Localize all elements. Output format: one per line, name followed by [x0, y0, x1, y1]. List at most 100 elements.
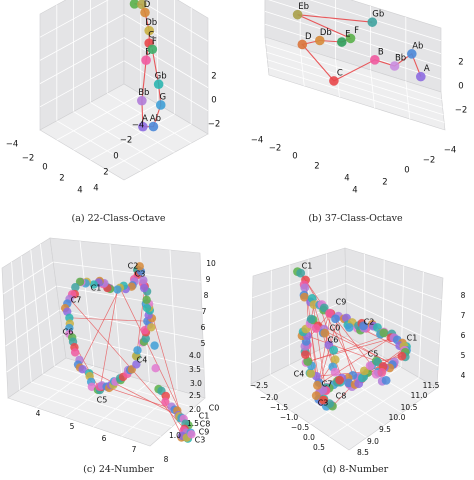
- panel-8-number: C1 C9 C0 C2 C1 C6 C5 C4 C7 C3 C8 −2.5 −2.0 −1.5 −1.0 −0…: [237, 228, 474, 480]
- tick-label: 0: [211, 96, 216, 106]
- tick-label: 5: [70, 422, 75, 431]
- tick-label: 4.0: [189, 351, 201, 360]
- data-point: [311, 391, 321, 401]
- tick-label: 10.0: [389, 413, 406, 422]
- data-point: [139, 283, 149, 293]
- point-label: C1: [199, 412, 210, 421]
- trajectory-line: [306, 333, 392, 363]
- grid-line: [6, 333, 64, 373]
- grid-line: [2, 261, 54, 295]
- data-point: [300, 283, 310, 293]
- tick-label: 8: [204, 291, 209, 300]
- tick-label: −2: [208, 120, 221, 130]
- tick-label: −4: [251, 136, 264, 146]
- grid-line: [269, 374, 367, 438]
- data-point-f: [345, 33, 356, 44]
- data-point: [151, 364, 160, 373]
- data-point: [70, 348, 80, 357]
- data-point: [311, 324, 321, 333]
- point-label: C0: [330, 324, 341, 333]
- tick-label: 2: [382, 178, 387, 188]
- point-label: Eb: [138, 0, 149, 2]
- data-point-b: [370, 55, 380, 65]
- tick-label: −1.5: [270, 403, 288, 412]
- grid-line: [251, 318, 347, 363]
- point-label: Db: [145, 18, 157, 28]
- tick-label: 2: [103, 168, 108, 178]
- data-point: [381, 375, 391, 385]
- data-point: [331, 314, 340, 324]
- data-point: [377, 368, 387, 377]
- grid-line: [289, 364, 385, 426]
- tick-label: −2: [120, 136, 133, 146]
- tick-label: −1.0: [280, 413, 298, 422]
- grid-line: [405, 80, 411, 120]
- point-label: C: [337, 68, 343, 78]
- data-point-gb: [367, 17, 378, 27]
- data-point: [75, 277, 85, 286]
- grid-line: [252, 282, 346, 320]
- data-point: [359, 321, 368, 331]
- floor-pane: [39, 83, 209, 181]
- point-label: Db: [320, 28, 332, 38]
- data-point-c: [329, 76, 339, 86]
- grid-line: [90, 102, 175, 153]
- data-point-b: [141, 55, 151, 65]
- plot-37-class-octave: Gb Eb FE Db D C B Bb Ab A −4 −2 0 2 44 2 0 −2 −4 2 0 −2: [251, 0, 467, 196]
- grid-line: [265, 44, 442, 100]
- grid-line: [169, 249, 178, 391]
- data-point: [89, 280, 99, 289]
- grid-line: [345, 282, 441, 323]
- point-label: C7: [322, 380, 333, 389]
- point-label: C9: [336, 298, 347, 307]
- grid-line: [268, 0, 442, 54]
- point-label: C5: [97, 396, 108, 405]
- grid-line: [138, 0, 209, 42]
- floor-pane: [7, 357, 206, 447]
- grid-line: [56, 93, 141, 141]
- grid-line: [4, 285, 57, 321]
- data-point: [147, 323, 156, 332]
- tick-label: 0: [292, 152, 297, 162]
- tick-label: 0.0: [303, 433, 315, 442]
- tick-label: 9.0: [367, 437, 379, 446]
- data-point: [65, 323, 74, 333]
- point-label: F: [152, 37, 157, 47]
- trajectory-line: [69, 317, 148, 322]
- point-label: C4: [294, 370, 305, 379]
- point-label: C9: [199, 428, 210, 437]
- data-point: [132, 360, 141, 369]
- floor-pane: [264, 36, 446, 131]
- point-label: Ab: [150, 114, 161, 124]
- tick-label: 7: [461, 311, 466, 320]
- data-point: [325, 308, 334, 318]
- point-label: C8: [200, 420, 211, 429]
- tick-label: 6: [102, 434, 107, 443]
- point-label: C3: [135, 270, 146, 279]
- tick-label: 2: [59, 174, 64, 184]
- point-label: Gb: [372, 10, 384, 20]
- point-label: C3: [195, 436, 206, 445]
- point-label: C2: [364, 318, 375, 327]
- point-label: C1: [302, 262, 313, 271]
- trajectory-line: [318, 313, 332, 383]
- tick-label: 11.5: [423, 381, 440, 390]
- tick-label: 11.0: [411, 391, 428, 400]
- data-point: [142, 303, 152, 313]
- point-label: Eb: [298, 2, 309, 12]
- grid-line: [267, 59, 444, 116]
- data-point: [306, 369, 316, 378]
- data-point-db: [315, 35, 325, 46]
- data-point-gb: [153, 79, 164, 90]
- tick-label: 7: [202, 307, 207, 316]
- tick-label: 10.5: [401, 403, 418, 412]
- trajectory-line: [99, 289, 118, 391]
- data-point-bb: [389, 61, 400, 71]
- grid-line: [418, 271, 424, 378]
- grid-line: [19, 389, 162, 437]
- tick-label: 0: [113, 152, 118, 162]
- grid-line: [54, 365, 195, 408]
- trajectory-line: [101, 385, 178, 411]
- data-point: [113, 285, 122, 294]
